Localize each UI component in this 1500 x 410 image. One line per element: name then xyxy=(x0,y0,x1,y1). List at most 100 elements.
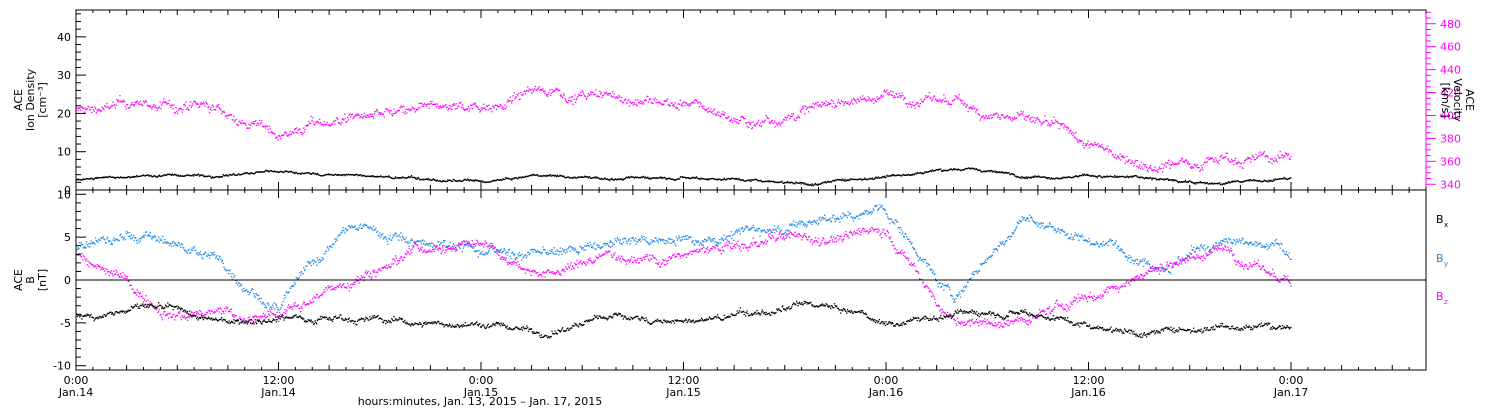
velocity-point xyxy=(855,100,857,102)
density-point xyxy=(313,173,315,175)
density-point xyxy=(387,176,389,178)
density-point xyxy=(81,179,83,181)
by-point xyxy=(89,242,91,245)
by-point xyxy=(346,230,348,232)
by-point xyxy=(221,261,223,263)
by-point xyxy=(133,239,135,242)
density-point xyxy=(1132,175,1134,177)
density-point xyxy=(117,176,119,178)
velocity-point xyxy=(293,128,296,131)
velocity-point xyxy=(132,104,134,106)
velocity-point xyxy=(236,123,238,125)
velocity-point xyxy=(976,108,978,110)
by-point xyxy=(817,224,819,226)
velocity-point xyxy=(635,104,637,106)
density-point xyxy=(956,169,959,171)
velocity-point xyxy=(1253,159,1256,161)
by-point xyxy=(1242,238,1244,240)
density-point xyxy=(908,173,910,176)
bz-point xyxy=(200,313,202,315)
density-point xyxy=(146,174,148,176)
velocity-point xyxy=(180,107,182,110)
velocity-point xyxy=(81,106,83,108)
density-point xyxy=(1192,182,1194,184)
by-point xyxy=(675,236,678,238)
density-point xyxy=(779,181,781,183)
by-point xyxy=(807,221,809,223)
by-point xyxy=(996,248,998,250)
by-point xyxy=(665,243,667,245)
by-point xyxy=(289,287,291,289)
velocity-point xyxy=(410,108,413,110)
by-point xyxy=(429,243,431,245)
velocity-point xyxy=(374,111,376,113)
by-point xyxy=(723,234,725,236)
by-point xyxy=(631,237,633,239)
density-point xyxy=(1062,176,1064,178)
by-point xyxy=(595,248,597,251)
by-point xyxy=(296,277,298,279)
density-point xyxy=(1209,183,1211,185)
density-point xyxy=(218,176,220,178)
by-point xyxy=(1174,261,1177,264)
by-point xyxy=(743,229,745,231)
density-point xyxy=(1262,180,1265,182)
density-point xyxy=(991,171,994,173)
density-point xyxy=(981,171,984,173)
velocity-point xyxy=(448,108,450,110)
velocity-point xyxy=(855,102,858,104)
velocity-point xyxy=(992,114,994,116)
by-point xyxy=(1062,230,1064,233)
velocity-point xyxy=(1249,157,1251,159)
density-point xyxy=(486,181,488,183)
velocity-point xyxy=(928,92,931,94)
velocity-point xyxy=(678,109,680,111)
velocity-point xyxy=(656,99,658,101)
by-point xyxy=(122,239,124,241)
density-point xyxy=(665,178,667,180)
density-point xyxy=(720,179,722,181)
density-point xyxy=(437,180,439,182)
by-point xyxy=(323,253,325,255)
by-point xyxy=(1035,224,1038,226)
by-point xyxy=(576,251,578,253)
velocity-point xyxy=(379,113,382,115)
density-point xyxy=(1172,180,1174,182)
density-point xyxy=(265,169,267,171)
velocity-point xyxy=(732,121,734,123)
bz-point xyxy=(210,310,212,312)
by-point xyxy=(1181,259,1183,262)
velocity-point xyxy=(867,96,869,98)
by-point xyxy=(204,252,206,254)
density-point xyxy=(535,174,537,176)
density-point xyxy=(1076,176,1079,178)
by-point xyxy=(814,221,817,223)
velocity-point xyxy=(631,101,634,104)
velocity-point xyxy=(944,100,946,103)
velocity-point xyxy=(1230,161,1232,163)
velocity-point xyxy=(416,108,418,111)
density-point xyxy=(1270,179,1272,182)
velocity-point xyxy=(1233,164,1235,166)
by-point xyxy=(107,236,109,239)
velocity-point xyxy=(208,111,211,114)
by-point xyxy=(575,251,577,253)
density-point xyxy=(161,175,164,177)
density-point xyxy=(1050,178,1052,180)
by-point xyxy=(584,245,586,247)
density-point xyxy=(404,177,406,179)
velocity-point xyxy=(758,124,760,127)
density-point xyxy=(1200,182,1202,184)
density-point xyxy=(1157,179,1159,181)
velocity-point xyxy=(170,104,173,106)
velocity-point xyxy=(985,115,987,117)
velocity-point xyxy=(1124,162,1126,164)
by-point xyxy=(899,231,901,234)
velocity-point xyxy=(815,102,817,104)
velocity-point xyxy=(96,109,98,111)
by-point xyxy=(882,208,884,210)
density-point xyxy=(947,169,949,172)
velocity-point xyxy=(437,105,439,108)
density-point xyxy=(502,178,504,180)
density-point xyxy=(764,180,767,182)
